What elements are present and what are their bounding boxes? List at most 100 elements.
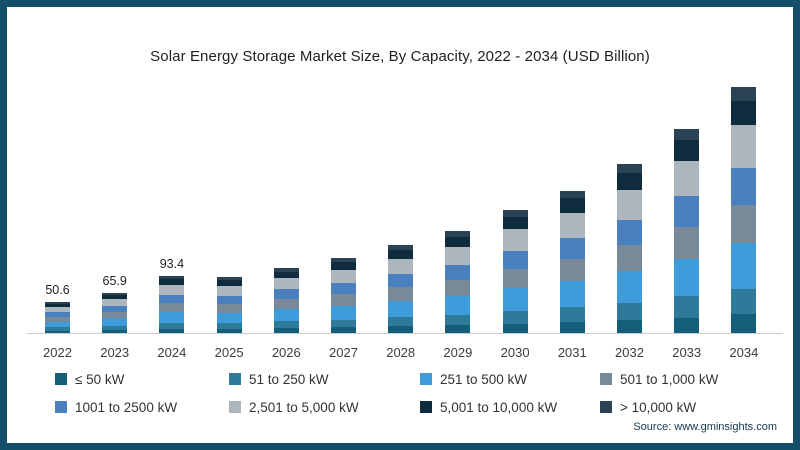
legend-swatch-icon xyxy=(55,373,67,385)
segment-2027-501 to 1,000 kW xyxy=(331,294,356,306)
bar-2029 xyxy=(445,231,471,333)
x-tick-2026: 2026 xyxy=(271,345,301,360)
segment-2031-51 to 250 kW xyxy=(559,307,585,323)
segment-2029-1001 to 2500 kW xyxy=(445,264,471,281)
x-tick-2030: 2030 xyxy=(500,345,530,360)
segment-2031-1001 to 2500 kW xyxy=(559,237,585,259)
legend-item-5,001 to 10,000 kW: 5,001 to 10,000 kW xyxy=(420,399,557,415)
segment-2023-1001 to 2500 kW xyxy=(102,306,128,313)
legend-label: 501 to 1,000 kW xyxy=(620,371,719,387)
segment-2022-1001 to 2500 kW xyxy=(45,312,70,317)
segment-2026-≤ 50 kW xyxy=(273,328,299,333)
x-tick-2031: 2031 xyxy=(557,345,587,360)
segment-2033-5,001 to 10,000 kW xyxy=(674,140,700,161)
segment-2024-> 10,000 kW xyxy=(159,276,185,280)
segment-2028-1001 to 2500 kW xyxy=(388,274,414,288)
bar-2025 xyxy=(216,277,242,333)
bar-value-label-2023: 65.9 xyxy=(102,273,127,288)
segment-2023-2,501 to 5,000 kW xyxy=(102,299,128,306)
bar-2026 xyxy=(273,268,299,333)
bar-value-label-2022: 50.6 xyxy=(45,283,70,298)
legend-item-501 to 1,000 kW: 501 to 1,000 kW xyxy=(600,371,718,387)
segment-2034-2,501 to 5,000 kW xyxy=(731,125,757,169)
segment-2026-2,501 to 5,000 kW xyxy=(273,278,299,290)
segment-2030-> 10,000 kW xyxy=(502,210,528,218)
segment-2032-251 to 500 kW xyxy=(617,271,642,303)
segment-2033-251 to 500 kW xyxy=(674,258,700,297)
segment-2026-501 to 1,000 kW xyxy=(273,299,299,310)
bar-value-label-2024: 93.4 xyxy=(159,257,185,272)
bar-2028 xyxy=(388,245,414,333)
legend-label: 1001 to 2500 kW xyxy=(75,399,178,415)
segment-2022-501 to 1,000 kW xyxy=(45,316,70,322)
segment-2023-51 to 250 kW xyxy=(102,325,128,330)
segment-2033-501 to 1,000 kW xyxy=(674,226,700,259)
segment-2025-51 to 250 kW xyxy=(216,322,242,329)
segment-2026-1001 to 2500 kW xyxy=(273,289,299,300)
x-tick-2033: 2033 xyxy=(672,345,702,360)
segment-2032-1001 to 2500 kW xyxy=(617,219,642,246)
legend-swatch-icon xyxy=(55,401,67,413)
segment-2022-≤ 50 kW xyxy=(45,330,70,333)
bar-2022 xyxy=(45,302,70,333)
segment-2030-2,501 to 5,000 kW xyxy=(502,229,528,251)
segment-2027-> 10,000 kW xyxy=(331,258,356,263)
segment-2022-2,501 to 5,000 kW xyxy=(45,306,70,313)
segment-2028-2,501 to 5,000 kW xyxy=(388,258,414,275)
segment-2034-51 to 250 kW xyxy=(731,288,757,315)
segment-2029-51 to 250 kW xyxy=(445,314,471,326)
segment-2029-2,501 to 5,000 kW xyxy=(445,247,471,265)
segment-2024-251 to 500 kW xyxy=(159,312,185,323)
segment-2023-5,001 to 10,000 kW xyxy=(102,294,128,299)
segment-2027-51 to 250 kW xyxy=(331,319,356,328)
segment-2023-≤ 50 kW xyxy=(102,329,128,333)
segment-2023-251 to 500 kW xyxy=(102,318,128,326)
segment-2025-251 to 500 kW xyxy=(216,312,242,323)
segment-2022-> 10,000 kW xyxy=(45,302,70,304)
segment-2031-5,001 to 10,000 kW xyxy=(559,198,585,213)
segment-2029-251 to 500 kW xyxy=(445,295,471,315)
segment-2027-2,501 to 5,000 kW xyxy=(331,269,356,283)
legend-label: > 10,000 kW xyxy=(620,399,697,415)
segment-2027-5,001 to 10,000 kW xyxy=(331,262,356,270)
segment-2025-2,501 to 5,000 kW xyxy=(216,285,242,296)
segment-2025-> 10,000 kW xyxy=(216,277,242,281)
bar-2023 xyxy=(102,292,128,333)
legend-label: 2,501 to 5,000 kW xyxy=(249,399,359,415)
segment-2026-> 10,000 kW xyxy=(273,268,299,272)
segment-2024-5,001 to 10,000 kW xyxy=(159,279,185,285)
legend-label: 51 to 250 kW xyxy=(249,371,329,387)
legend-swatch-icon xyxy=(600,401,612,413)
legend-item-251 to 500 kW: 251 to 500 kW xyxy=(420,371,527,387)
segment-2032-501 to 1,000 kW xyxy=(617,245,642,272)
legend-swatch-icon xyxy=(420,373,432,385)
bar-2030 xyxy=(502,210,528,333)
legend-swatch-icon xyxy=(229,373,241,385)
segment-2028-51 to 250 kW xyxy=(388,317,414,327)
segment-2027-≤ 50 kW xyxy=(331,327,356,333)
segment-2034-> 10,000 kW xyxy=(731,87,757,101)
segment-2030-251 to 500 kW xyxy=(502,288,528,311)
segment-2032-5,001 to 10,000 kW xyxy=(617,173,642,191)
segment-2028-501 to 1,000 kW xyxy=(388,287,414,301)
chart-title: Solar Energy Storage Market Size, By Cap… xyxy=(150,48,650,65)
x-tick-2022: 2022 xyxy=(43,345,72,360)
segment-2034-5,001 to 10,000 kW xyxy=(731,100,757,126)
x-tick-2028: 2028 xyxy=(386,345,416,360)
bar-2032 xyxy=(617,164,642,333)
segment-2034-1001 to 2500 kW xyxy=(731,168,757,206)
segment-2034-501 to 1,000 kW xyxy=(731,205,757,244)
segment-2033-1001 to 2500 kW xyxy=(674,196,700,227)
legend-label: 251 to 500 kW xyxy=(440,371,528,387)
segment-2031-501 to 1,000 kW xyxy=(559,258,585,281)
segment-2025-1001 to 2500 kW xyxy=(216,295,242,305)
legend-item-1001 to 2500 kW: 1001 to 2500 kW xyxy=(55,399,177,415)
segment-2024-51 to 250 kW xyxy=(159,322,185,329)
segment-2030-1001 to 2500 kW xyxy=(502,250,528,270)
stacked-bar-plot: 50.6 2022 65.9 2023 93.4 2024 2025 2026 2027 2028… xyxy=(7,7,793,443)
bar-2031 xyxy=(559,190,585,333)
segment-2022-51 to 250 kW xyxy=(45,327,70,331)
segment-2023-> 10,000 kW xyxy=(102,292,128,295)
segment-2024-1001 to 2500 kW xyxy=(159,294,185,304)
segment-2034-251 to 500 kW xyxy=(731,243,757,289)
